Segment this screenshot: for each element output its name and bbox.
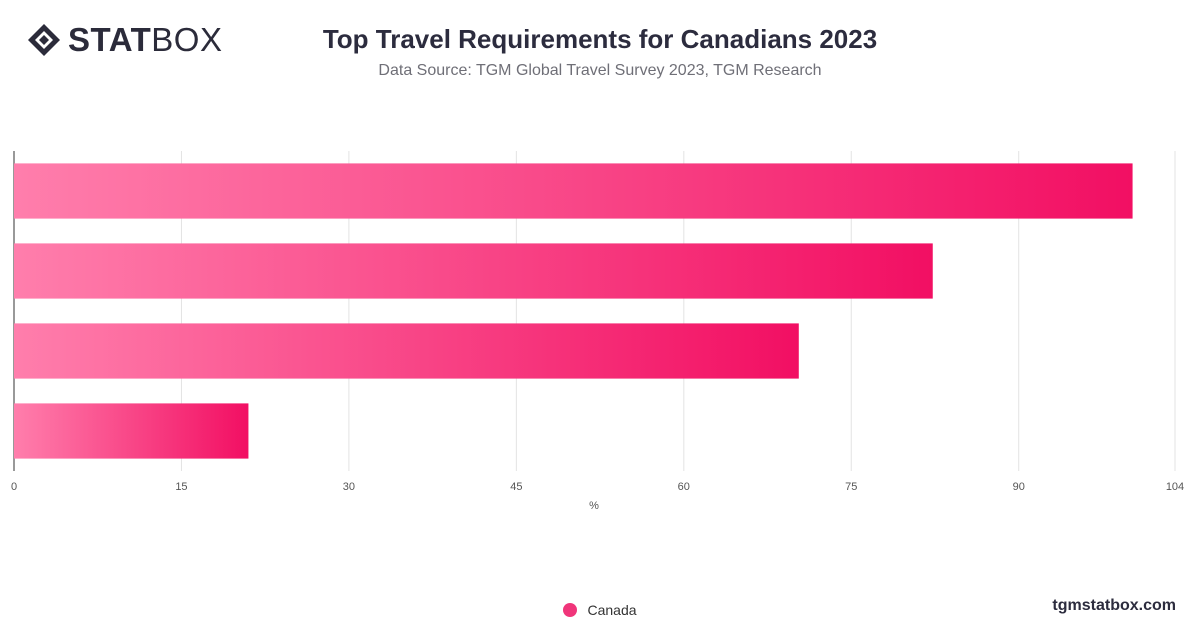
logo-wordmark: STATBOX <box>68 21 223 58</box>
site-url[interactable]: tgmstatbox.com <box>1052 597 1176 614</box>
bar[interactable] <box>14 243 933 299</box>
x-tick-label: 15 <box>175 481 187 493</box>
diamond-logo-icon <box>28 24 60 56</box>
x-tick-label: 0 <box>11 481 17 493</box>
legend: Canada <box>0 602 1200 618</box>
x-tick-label: 90 <box>1013 481 1025 493</box>
x-tick-label: 30 <box>343 481 355 493</box>
statbox-logo: STATBOX <box>26 22 222 58</box>
x-tick-label: 45 <box>510 481 522 493</box>
x-tick-label: 60 <box>678 481 690 493</box>
bar[interactable] <box>14 163 1133 219</box>
chart-subtitle: Data Source: TGM Global Travel Survey 20… <box>378 62 822 79</box>
legend-swatch <box>563 603 578 617</box>
x-tick-label: 104 <box>1166 481 1184 493</box>
legend-label: Canada <box>587 602 637 618</box>
x-tick-label: 75 <box>845 481 857 493</box>
x-axis-label: % <box>589 500 599 512</box>
bar[interactable] <box>14 323 799 379</box>
bar[interactable] <box>14 403 249 459</box>
chart-title: Top Travel Requirements for Canadians 20… <box>322 24 878 54</box>
